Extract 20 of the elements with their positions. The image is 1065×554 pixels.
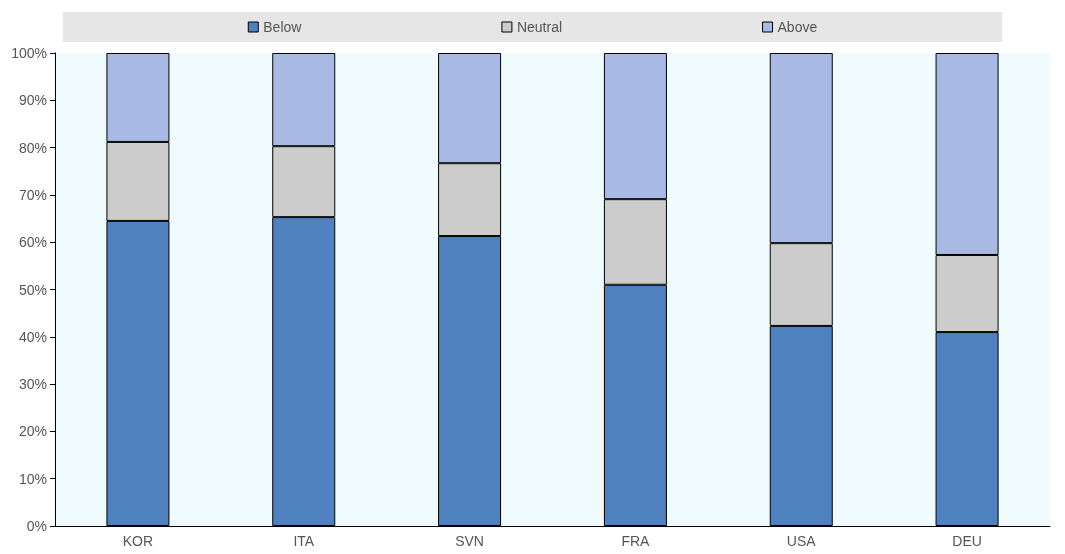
y-tick-label: 30% (18, 376, 47, 393)
legend-label: Above (777, 19, 818, 35)
y-tick-label: 100% (11, 45, 47, 61)
legend-label: Below (263, 19, 303, 35)
x-tick-label: ITA (293, 533, 315, 549)
y-tick-label: 20% (18, 423, 47, 440)
y-tick-label: 80% (18, 139, 47, 156)
y-tick-label: 0% (26, 518, 47, 534)
y-tick-label: 90% (18, 92, 47, 109)
y-tick-label: 40% (18, 328, 47, 345)
x-tick-label: KOR (122, 533, 154, 549)
y-tick-label: 70% (18, 186, 47, 203)
x-tick-label: DEU (952, 533, 982, 549)
x-tick-label: SVN (455, 533, 484, 549)
y-tick-label: 10% (18, 470, 47, 487)
x-tick-label: FRA (621, 533, 651, 549)
y-tick-label: 50% (18, 281, 47, 298)
y-tick-label: 60% (18, 234, 47, 251)
x-tick-label: USA (786, 533, 817, 549)
legend-label: Neutral (516, 19, 563, 35)
